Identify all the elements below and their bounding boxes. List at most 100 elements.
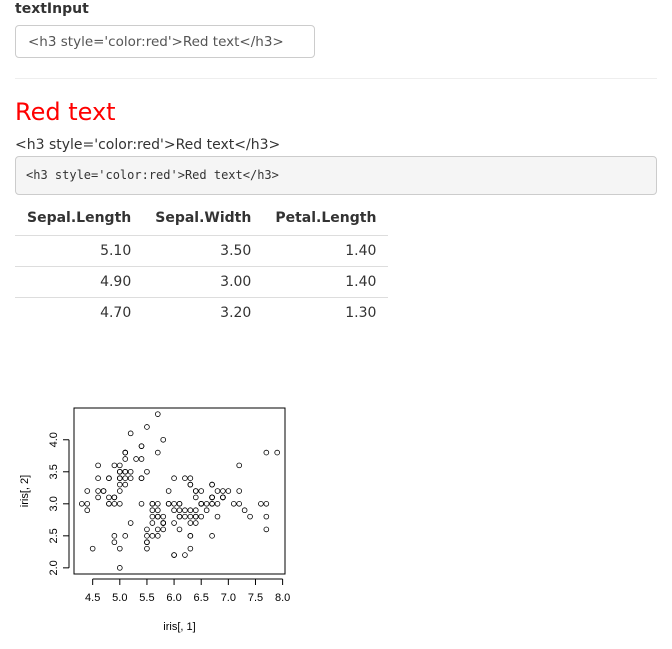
data-point	[198, 488, 205, 494]
data-point	[149, 501, 156, 507]
column-header: Petal.Length	[263, 202, 389, 236]
text-input[interactable]	[15, 25, 315, 58]
data-point	[154, 533, 161, 539]
table-row: 4.70 3.20 1.30	[15, 298, 388, 329]
data-point	[127, 475, 134, 481]
data-point	[182, 552, 188, 558]
data-point	[117, 501, 123, 507]
data-point	[154, 507, 161, 514]
data-point	[165, 488, 172, 494]
data-point	[144, 545, 150, 552]
data-point	[198, 513, 205, 520]
data-point	[176, 526, 183, 533]
data-point	[100, 488, 107, 494]
data-point	[263, 526, 270, 533]
raw-text-output: <h3 style='color:red'>Red text</h3>	[15, 137, 281, 153]
rendered-html-heading: Red text	[15, 98, 116, 126]
data-point	[192, 513, 199, 520]
x-tick-label: 5.0	[112, 592, 127, 604]
table-header-row: Sepal.Length Sepal.Width Petal.Length	[15, 202, 389, 236]
data-point	[187, 481, 194, 488]
y-tick-label: 4.0	[48, 432, 60, 447]
data-point	[144, 526, 150, 533]
data-point	[187, 533, 194, 539]
divider	[15, 78, 657, 79]
data-point	[263, 449, 270, 456]
data-point	[192, 507, 199, 514]
data-point	[111, 462, 118, 469]
data-point	[89, 545, 96, 552]
data-point	[182, 507, 188, 514]
data-point	[160, 436, 167, 443]
data-point	[198, 501, 205, 507]
x-tick-label: 8.0	[275, 592, 290, 604]
data-point	[187, 545, 194, 552]
data-point	[182, 513, 188, 520]
x-tick-label: 7.0	[221, 592, 236, 604]
column-header: Sepal.Width	[143, 202, 264, 236]
table-cell: 3.20	[220, 305, 252, 321]
data-point	[154, 501, 161, 507]
data-point	[154, 449, 161, 456]
data-point	[106, 501, 112, 507]
data-point	[138, 456, 145, 462]
data-point	[111, 494, 118, 501]
table-cell: 3.50	[143, 235, 264, 267]
data-point	[138, 501, 145, 507]
x-tick-label: 5.5	[139, 592, 154, 604]
data-point	[138, 475, 145, 481]
data-point	[117, 462, 123, 469]
y-axis: 2.0 2.5 3.0 3.5 4.0	[48, 432, 70, 576]
data-point	[214, 501, 221, 507]
data-point	[192, 488, 199, 494]
data-point	[138, 443, 145, 449]
data-point	[95, 494, 101, 501]
data-point	[84, 501, 91, 507]
data-point	[122, 456, 129, 462]
data-point	[122, 468, 129, 475]
data-point	[111, 539, 118, 546]
data-point	[182, 475, 188, 481]
data-point	[117, 488, 123, 494]
data-point	[192, 494, 199, 501]
data-point	[209, 501, 215, 507]
data-point	[117, 545, 123, 552]
data-point	[209, 494, 215, 501]
data-point	[171, 501, 177, 507]
data-point	[144, 468, 150, 475]
data-point	[176, 507, 183, 514]
data-point	[263, 501, 270, 507]
verbatim-code-output: <h3 style='color:red'>Red text</h3>	[15, 156, 657, 195]
data-points	[79, 411, 280, 571]
plot-frame	[73, 407, 286, 575]
x-tick-label: 4.5	[85, 592, 100, 604]
data-point	[209, 481, 215, 488]
data-point	[144, 539, 150, 546]
data-point	[241, 507, 248, 514]
table-row: 5.10 3.50 1.40	[15, 235, 389, 267]
data-point	[209, 533, 215, 539]
data-point	[187, 475, 194, 481]
y-tick-label: 3.0	[48, 496, 60, 511]
data-point	[203, 501, 210, 507]
x-tick-label: 6.0	[166, 592, 181, 604]
data-point	[79, 501, 85, 507]
y-tick-label: 2.0	[48, 560, 60, 575]
data-point	[203, 507, 210, 514]
data-point	[117, 481, 123, 488]
data-point	[122, 533, 129, 539]
data-point	[171, 507, 177, 514]
iris-table: Sepal.Length Sepal.Width Petal.Length 5.…	[15, 202, 389, 329]
data-point	[149, 507, 156, 514]
data-point	[274, 449, 280, 456]
data-point	[258, 501, 264, 507]
data-point	[160, 526, 167, 533]
data-point	[144, 533, 150, 539]
data-point	[230, 501, 237, 507]
data-point	[225, 488, 232, 494]
data-point	[187, 513, 194, 520]
data-point	[127, 430, 134, 437]
data-point	[149, 533, 156, 539]
data-point	[95, 462, 101, 469]
data-point	[111, 501, 118, 507]
